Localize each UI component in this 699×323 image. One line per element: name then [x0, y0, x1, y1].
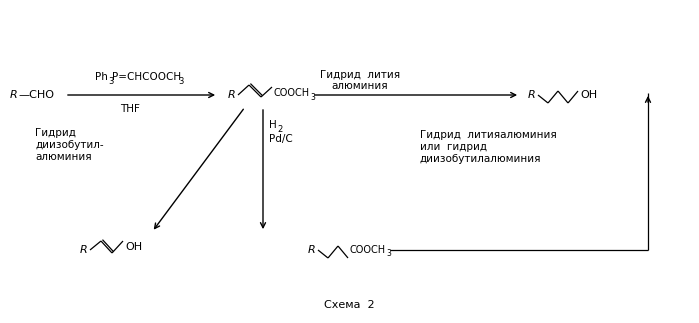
Text: 3: 3 [310, 92, 315, 101]
Text: 3: 3 [178, 77, 183, 86]
Text: диизобутил-: диизобутил- [35, 140, 103, 150]
Text: 3: 3 [108, 77, 113, 86]
Text: Гидрид  лития: Гидрид лития [320, 70, 400, 80]
Text: 2: 2 [277, 124, 282, 133]
Text: R: R [528, 90, 535, 100]
Text: OH: OH [580, 90, 597, 100]
Text: диизобутилалюминия: диизобутилалюминия [420, 154, 542, 164]
Text: R: R [80, 245, 88, 255]
Text: Ph: Ph [95, 72, 108, 82]
Text: или  гидрид: или гидрид [420, 142, 487, 152]
Text: Гидрид  литияалюминия: Гидрид литияалюминия [420, 130, 556, 140]
Text: THF: THF [120, 104, 140, 114]
Text: P=CHCOOCH: P=CHCOOCH [112, 72, 181, 82]
Text: R: R [10, 90, 17, 100]
Text: Схема  2: Схема 2 [324, 300, 374, 310]
Text: алюминия: алюминия [35, 152, 92, 162]
Text: H: H [269, 120, 277, 130]
Text: OH: OH [125, 242, 142, 252]
Text: алюминия: алюминия [332, 81, 389, 91]
Text: R: R [228, 90, 236, 100]
Text: COOCH: COOCH [350, 245, 386, 255]
Text: —CHO: —CHO [18, 90, 54, 100]
Text: COOCH: COOCH [274, 88, 310, 98]
Text: 3: 3 [386, 249, 391, 258]
Text: R: R [308, 245, 316, 255]
Text: Pd/C: Pd/C [269, 134, 293, 144]
Text: Гидрид: Гидрид [35, 128, 76, 138]
